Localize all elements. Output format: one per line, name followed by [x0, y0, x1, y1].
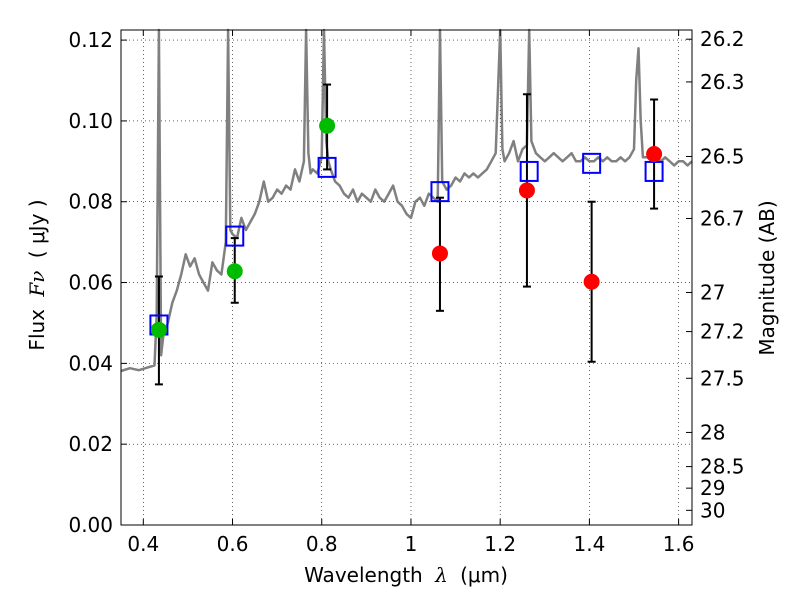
data-point [431, 245, 448, 262]
magnitude-tick-label: 26.7 [700, 206, 745, 230]
x-tick-label: 0.4 [127, 532, 159, 556]
data-point [226, 263, 243, 280]
magnitude-tick-label: 28 [700, 420, 725, 444]
data-point [319, 117, 336, 134]
magnitude-tick-label: 28.5 [700, 455, 745, 479]
x-tick-label: 1.6 [663, 532, 695, 556]
magnitude-tick-label: 26.5 [700, 144, 745, 168]
x-axis-title: Wavelength λ (μm) [304, 563, 508, 587]
magnitude-tick-label: 26.2 [700, 27, 745, 51]
grid-lines [121, 30, 692, 526]
y-tick-label: 0.08 [68, 190, 113, 214]
model-square [225, 225, 245, 247]
magnitude-tick-label: 27.5 [700, 366, 745, 390]
y-tick-label: 0.12 [68, 28, 113, 52]
axis-tick-labels: 0.4 0.6 0.8 1 1.2 1.4 1.6 0.00 0.02 0.04 0.06 0.08 0… [68, 27, 744, 556]
magnitude-tick-label: 29 [700, 476, 725, 500]
y-tick-label: 0.06 [68, 271, 113, 295]
model-square [430, 181, 450, 203]
plot-frame [120, 29, 693, 526]
y-tick-label: 0.10 [68, 109, 113, 133]
data-point [583, 273, 600, 290]
points-layer [149, 117, 664, 338]
data-point [646, 146, 663, 163]
magnitude-axis-title: Magnitude (AB) [755, 200, 779, 355]
axis-ticks [121, 30, 692, 526]
magnitude-tick-label: 27.2 [700, 320, 745, 344]
y-tick-label: 0.04 [68, 351, 113, 375]
magnitude-tick-label: 30 [700, 498, 725, 522]
x-tick-label: 0.8 [306, 532, 338, 556]
magnitude-tick-label: 26.3 [700, 70, 745, 94]
model-square [582, 152, 602, 174]
magnitude-tick-label: 27 [700, 280, 725, 304]
y-tick-label: 0.00 [68, 513, 113, 537]
data-point [518, 182, 535, 199]
model-square [317, 156, 337, 178]
y-axis-title: Flux Fν ( μJy ) [25, 199, 49, 350]
x-tick-label: 1.2 [484, 532, 516, 556]
model-square [519, 160, 539, 182]
model-spectrum-line [120, 28, 693, 373]
model-spectrum-layer [120, 28, 693, 373]
data-point [150, 321, 167, 338]
x-tick-label: 0.6 [217, 532, 249, 556]
x-tick-label: 1 [405, 532, 418, 556]
y-tick-label: 0.02 [68, 432, 113, 456]
x-tick-label: 1.4 [573, 532, 605, 556]
